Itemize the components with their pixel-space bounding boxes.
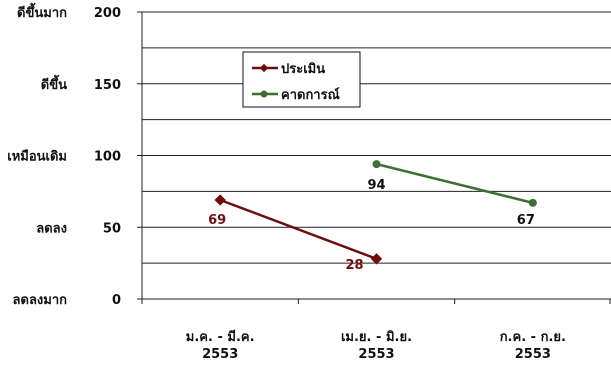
data-label: 94 bbox=[367, 178, 385, 193]
x-tick-label: 2553 bbox=[202, 347, 238, 362]
data-point bbox=[528, 198, 537, 207]
x-category-labels: ม.ค. - มี.ค. 2553 เม.ย. - มิ.ย. 2553 ก.ค. - … bbox=[186, 329, 566, 362]
x-tick-label: ก.ค. - ก.ย. bbox=[500, 330, 566, 345]
legend-marker bbox=[260, 90, 268, 98]
y-tick-label: 0 bbox=[112, 293, 121, 308]
data-point bbox=[372, 160, 381, 169]
y-category-label: ดีขึ้น bbox=[41, 74, 67, 93]
x-tick-label: เม.ย. - มิ.ย. bbox=[341, 330, 412, 345]
data-point bbox=[370, 253, 383, 265]
y-tick-label: 200 bbox=[94, 6, 121, 21]
x-tick-label: 2553 bbox=[358, 347, 394, 362]
series-group: 69 28 94 67 bbox=[208, 160, 537, 273]
y-tick-label: 150 bbox=[94, 78, 121, 93]
y-tick-labels: 0 50 100 150 200 bbox=[94, 6, 121, 308]
y-tick-label: 100 bbox=[94, 150, 121, 165]
legend-marker bbox=[259, 63, 269, 73]
gridlines bbox=[142, 11, 611, 264]
axes bbox=[137, 11, 611, 304]
y-category-label: เหมือนเดิม bbox=[7, 149, 67, 165]
data-point bbox=[214, 194, 226, 206]
series-line bbox=[219, 198, 377, 260]
y-tick-label: 50 bbox=[103, 221, 121, 236]
y-category-label: ดีขึ้นมาก bbox=[17, 2, 67, 21]
legend-box bbox=[242, 51, 361, 108]
y-category-label: ลดลง bbox=[36, 221, 67, 236]
series-line bbox=[376, 162, 534, 205]
x-tick-label: 2553 bbox=[515, 347, 551, 362]
data-label: 67 bbox=[517, 213, 535, 228]
x-tick-label: ม.ค. - มี.ค. bbox=[186, 329, 255, 345]
legend-label: คาดการณ์ bbox=[281, 87, 340, 103]
data-label: 28 bbox=[345, 258, 363, 273]
data-label: 69 bbox=[208, 213, 226, 228]
y-category-label: ลดลงมาก bbox=[13, 293, 68, 308]
legend-label: ประเมิน bbox=[281, 62, 325, 77]
